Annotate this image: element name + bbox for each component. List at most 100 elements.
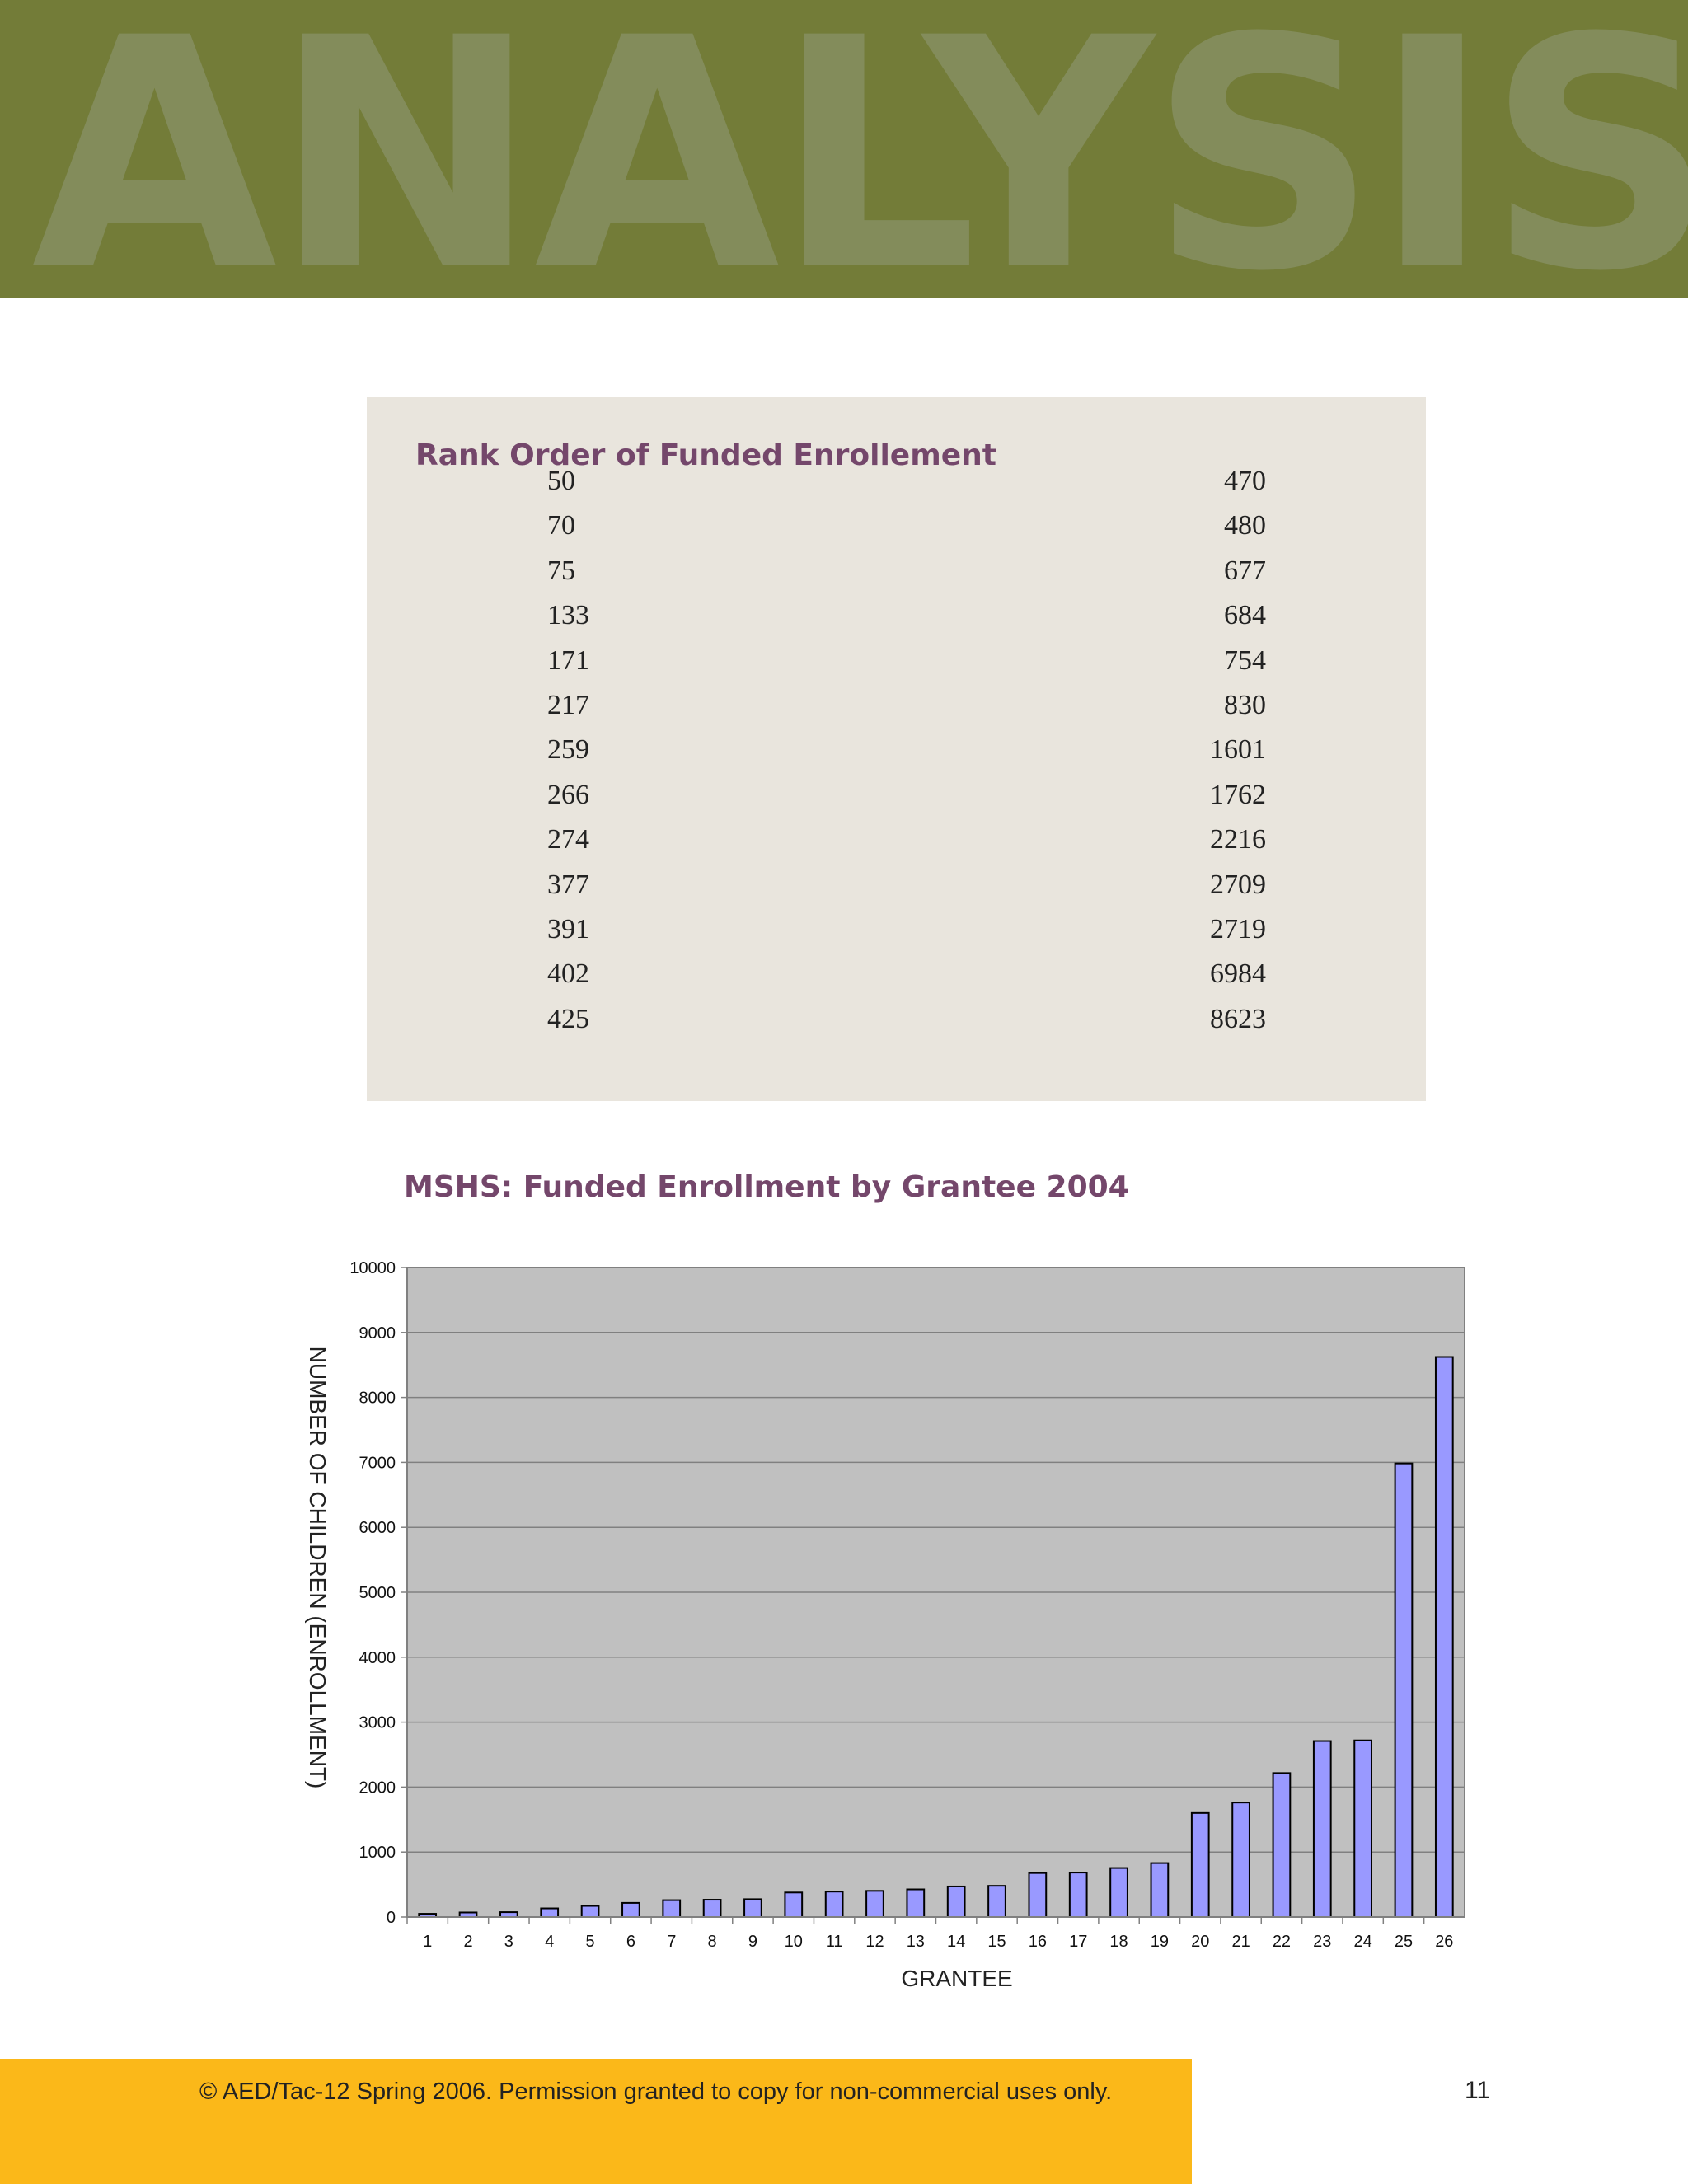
bar-grantee-4 — [540, 1907, 560, 1918]
banner-word: ANALYSIS — [31, 0, 1688, 298]
y-axis-ticks: 0 1000 2000 3000 4000 5000 6000 7000 8000 9000 100… — [349, 1259, 407, 1927]
y-tick-label: 3000 — [359, 1714, 396, 1732]
x-tick-label: 8 — [708, 1933, 717, 1951]
rank-order-title: Rank Order of Funded Enrollement — [415, 438, 996, 472]
footer-copyright: © AED/Tac-12 Spring 2006. Permission gra… — [199, 2079, 1113, 2105]
bar-grantee-6 — [621, 1901, 640, 1918]
rank-order-panel: Rank Order of Funded Enrollement 50 470 70… — [367, 397, 1426, 1101]
rank-order-right-value: 677 — [1224, 555, 1266, 586]
y-tick-label: 6000 — [359, 1519, 396, 1537]
rank-order-left-value: 259 — [547, 734, 589, 766]
bar-grantee-20 — [1190, 1811, 1210, 1919]
rank-order-row: 171 754 — [367, 639, 1426, 683]
x-tick-label: 4 — [545, 1933, 554, 1951]
rank-order-left-value: 217 — [547, 690, 589, 720]
rank-order-left-value: 266 — [547, 779, 589, 810]
x-tick-label: 26 — [1435, 1933, 1453, 1951]
bar-grantee-9 — [743, 1898, 762, 1918]
bar-grantee-19 — [1150, 1862, 1170, 1918]
y-tick-label: 2000 — [359, 1779, 396, 1797]
bar-grantee-16 — [1028, 1872, 1048, 1918]
rank-order-left-value: 274 — [547, 824, 589, 855]
y-axis-label: NUMBER OF CHILDREN (ENROLLMENT) — [305, 1347, 331, 1789]
x-tick-label: 25 — [1395, 1933, 1413, 1951]
bar-grantee-10 — [784, 1891, 804, 1919]
x-tick-label: 22 — [1273, 1933, 1291, 1951]
rank-order-right-value: 754 — [1224, 644, 1266, 676]
rank-order-right-value: 830 — [1224, 690, 1266, 720]
rank-order-row: 377 2709 — [367, 863, 1426, 907]
rank-order-right-value: 8623 — [1210, 1003, 1266, 1034]
bar-grantee-22 — [1272, 1772, 1292, 1918]
footer-bar — [0, 2059, 1192, 2184]
rank-order-left-value: 377 — [547, 869, 589, 900]
x-tick-label: 11 — [826, 1933, 843, 1951]
y-tick-label: 5000 — [359, 1584, 396, 1602]
x-tick-label: 23 — [1313, 1933, 1331, 1951]
rank-order-right-value: 684 — [1224, 600, 1266, 631]
x-tick-label: 24 — [1354, 1933, 1372, 1951]
rank-order-left-value: 70 — [547, 510, 575, 541]
x-tick-label: 17 — [1069, 1933, 1087, 1951]
bar-grantee-5 — [580, 1905, 600, 1918]
rank-order-right-value: 480 — [1224, 510, 1266, 541]
x-tick-label: 18 — [1109, 1933, 1128, 1951]
y-tick-label: 10000 — [349, 1259, 396, 1277]
bar-grantee-13 — [906, 1888, 926, 1919]
chart-title: MSHS: Funded Enrollment by Grantee 2004 — [404, 1170, 1129, 1204]
y-tick-label: 7000 — [359, 1454, 396, 1472]
bar-grantee-8 — [702, 1899, 722, 1919]
enrollment-bar-chart: 0 1000 2000 3000 4000 5000 6000 7000 8000 9000 100… — [305, 1259, 1465, 1991]
rank-order-right-value: 1601 — [1210, 734, 1266, 766]
x-tick-label: 21 — [1231, 1933, 1250, 1951]
y-tick-label: 4000 — [359, 1649, 396, 1667]
x-tick-label: 16 — [1029, 1933, 1047, 1951]
rank-order-row: 391 2719 — [367, 907, 1426, 952]
y-tick-label: 1000 — [359, 1844, 396, 1862]
bar-grantee-26 — [1434, 1356, 1454, 1918]
x-tick-label: 19 — [1151, 1933, 1169, 1951]
bar-grantee-7 — [662, 1899, 682, 1919]
x-tick-label: 5 — [585, 1933, 594, 1951]
rank-order-left-value: 133 — [547, 600, 589, 631]
bar-grantee-14 — [946, 1885, 966, 1919]
rank-order-left-value: 402 — [547, 958, 589, 990]
rank-order-right-value: 1762 — [1210, 779, 1266, 810]
x-tick-label: 10 — [785, 1933, 803, 1951]
rank-order-right-value: 6984 — [1210, 958, 1266, 990]
rank-order-left-value: 391 — [547, 914, 589, 944]
rank-order-row: 75 677 — [367, 549, 1426, 593]
x-tick-label: 7 — [667, 1933, 676, 1951]
bar-grantee-18 — [1109, 1867, 1128, 1918]
rank-order-row: 259 1601 — [367, 728, 1426, 772]
bar-grantee-12 — [865, 1890, 884, 1919]
x-tick-label: 12 — [865, 1933, 884, 1951]
bar-grantee-17 — [1068, 1872, 1088, 1919]
bars — [418, 1356, 1454, 1919]
rank-order-right-value: 2216 — [1210, 824, 1266, 855]
x-tick-label: 2 — [463, 1933, 472, 1951]
x-tick-label: 3 — [504, 1933, 513, 1951]
rank-order-left-value: 50 — [547, 466, 575, 496]
x-tick-label: 14 — [947, 1933, 965, 1951]
rank-order-row: 70 480 — [367, 504, 1426, 548]
x-tick-label: 9 — [748, 1933, 757, 1951]
bar-grantee-24 — [1353, 1739, 1372, 1919]
page-number: 11 — [1465, 2077, 1491, 2104]
banner: ANALYSIS — [0, 0, 1688, 298]
bar-grantee-21 — [1231, 1802, 1250, 1918]
rank-order-row: 402 6984 — [367, 952, 1426, 996]
bar-grantee-25 — [1394, 1462, 1414, 1918]
bar-grantee-15 — [987, 1885, 1006, 1919]
rank-order-row: 425 8623 — [367, 997, 1426, 1042]
rank-order-row: 50 470 — [367, 459, 1426, 504]
rank-order-left-value: 171 — [547, 644, 589, 676]
x-tick-label: 15 — [987, 1933, 1006, 1951]
rank-order-left-value: 425 — [547, 1003, 589, 1034]
rank-order-right-value: 2709 — [1210, 869, 1266, 900]
y-tick-label: 0 — [387, 1909, 396, 1927]
rank-order-right-value: 2719 — [1210, 914, 1266, 944]
rank-order-row: 266 1762 — [367, 773, 1426, 818]
bar-grantee-23 — [1312, 1740, 1332, 1918]
y-tick-label: 9000 — [359, 1324, 396, 1343]
